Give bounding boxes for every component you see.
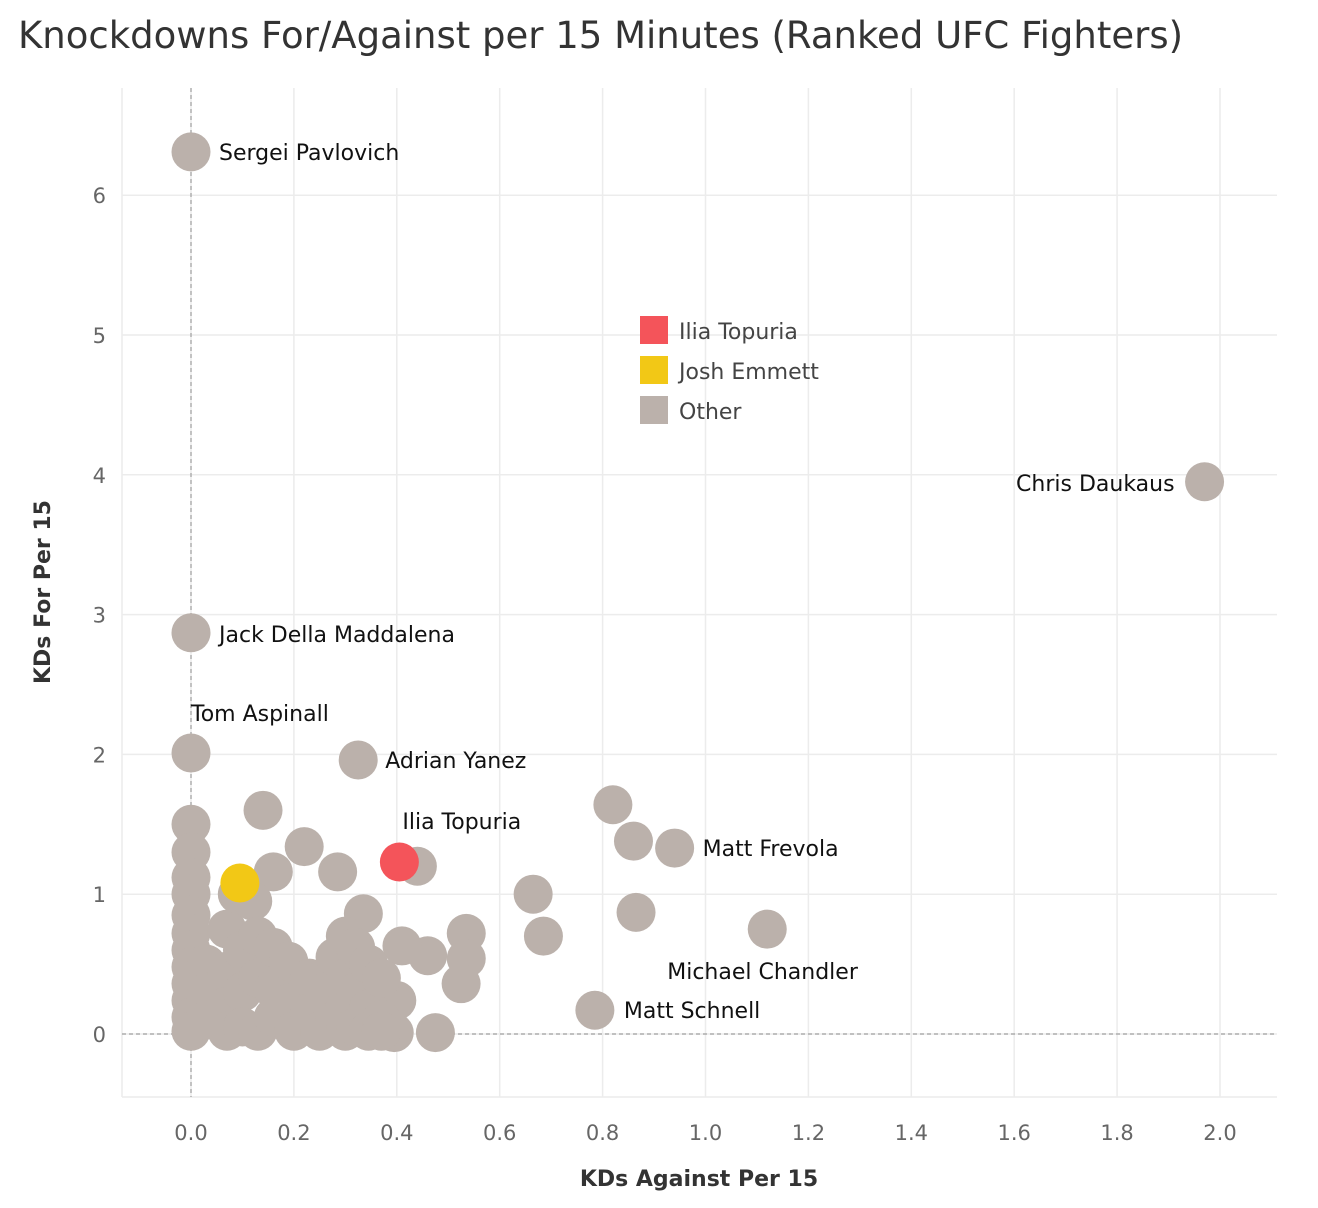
legend-swatch: [640, 356, 668, 384]
data-point: [513, 874, 553, 914]
data-point: [171, 132, 211, 172]
point-label: Tom Aspinall: [190, 702, 329, 727]
data-point: [220, 863, 260, 903]
data-points: [171, 132, 1225, 1053]
x-tick-label: 0.4: [380, 1121, 413, 1145]
x-tick-labels: 0.0 0.2 0.4 0.6 0.8 1.0 1.2 1.4 1.6 1.8 2.0: [174, 1121, 1236, 1145]
x-tick-label: 0.0: [174, 1121, 207, 1145]
x-tick-label: 1.4: [895, 1121, 928, 1145]
data-point: [379, 842, 419, 882]
point-label: Matt Frevola: [703, 837, 839, 862]
data-point: [655, 828, 695, 868]
data-point: [171, 804, 211, 844]
data-point: [593, 785, 633, 825]
data-point: [171, 613, 211, 653]
data-point: [284, 827, 324, 867]
data-point: [441, 964, 481, 1004]
data-point: [338, 740, 378, 780]
x-tick-label: 0.2: [277, 1121, 310, 1145]
data-point: [1185, 462, 1225, 502]
y-tick-label: 0: [93, 1023, 106, 1047]
y-tick-label: 5: [93, 324, 106, 348]
x-tick-label: 0.6: [483, 1121, 516, 1145]
point-label: Chris Daukaus: [1016, 472, 1175, 497]
data-point: [318, 852, 358, 892]
legend: Ilia Topuria Josh Emmett Other: [640, 316, 819, 425]
x-tick-label: 1.6: [997, 1121, 1030, 1145]
data-point: [253, 852, 293, 892]
x-tick-label: 1.2: [792, 1121, 825, 1145]
y-tick-label: 3: [93, 604, 106, 628]
data-point: [243, 790, 283, 830]
legend-swatch: [640, 396, 668, 424]
data-point: [747, 909, 787, 949]
y-tick-label: 4: [93, 464, 106, 488]
y-tick-labels: 0 1 2 3 4 5 6: [93, 184, 106, 1047]
point-label: Michael Chandler: [667, 960, 859, 985]
x-axis-title: KDs Against Per 15: [580, 1167, 818, 1192]
point-label: Adrian Yanez: [385, 749, 526, 774]
legend-swatch: [640, 316, 668, 344]
point-label: Jack Della Maddalena: [217, 623, 455, 648]
data-point: [382, 926, 422, 966]
point-labels: Sergei Pavlovich Chris Daukaus Jack Della …: [190, 141, 1175, 1024]
grid-lines: [121, 88, 1277, 1098]
data-point: [361, 1011, 401, 1051]
data-point: [616, 892, 656, 932]
point-label: Ilia Topuria: [402, 810, 521, 835]
y-tick-label: 1: [93, 883, 106, 907]
x-tick-label: 1.0: [689, 1121, 722, 1145]
x-tick-label: 1.8: [1100, 1121, 1133, 1145]
legend-entry: Josh Emmett: [677, 360, 819, 385]
point-label: Sergei Pavlovich: [219, 141, 399, 166]
x-tick-label: 0.8: [586, 1121, 619, 1145]
y-axis-title: KDs For Per 15: [31, 500, 56, 684]
y-tick-label: 2: [93, 743, 106, 767]
data-point: [361, 958, 401, 998]
legend-entry: Ilia Topuria: [679, 320, 798, 345]
data-point: [171, 733, 211, 773]
chart-title: Knockdowns For/Against per 15 Minutes (R…: [18, 14, 1184, 57]
point-label: Matt Schnell: [624, 999, 760, 1024]
y-tick-label: 6: [93, 184, 106, 208]
legend-entry: Other: [679, 400, 742, 425]
data-point: [523, 916, 563, 956]
x-tick-label: 2.0: [1203, 1121, 1236, 1145]
data-point: [415, 1013, 455, 1053]
data-point: [613, 821, 653, 861]
data-point: [575, 990, 615, 1030]
